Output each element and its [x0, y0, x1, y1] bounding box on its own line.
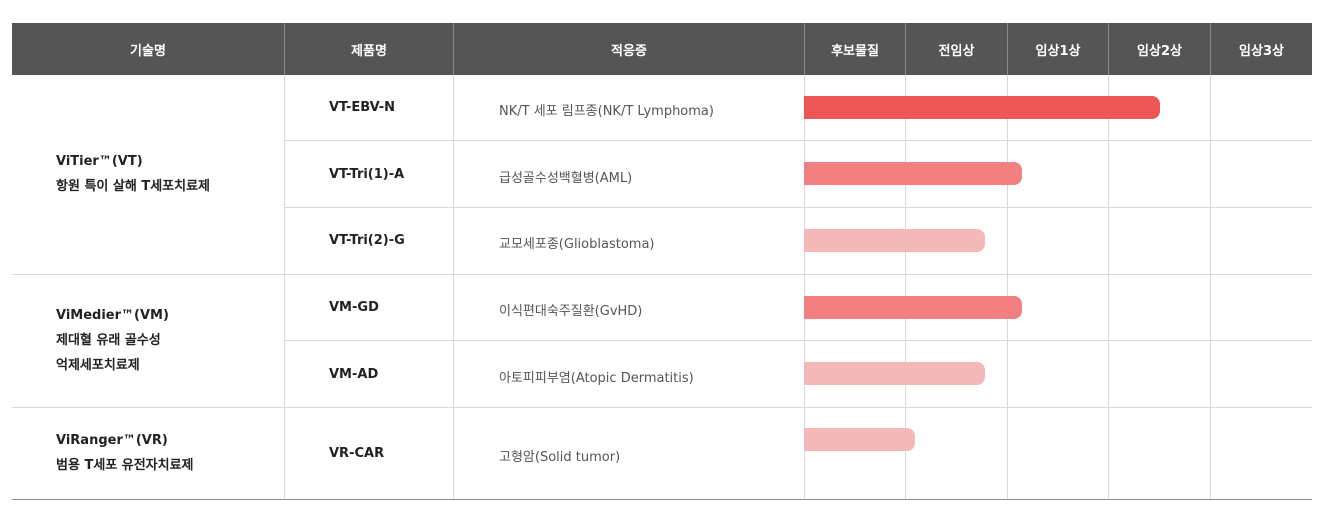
header-stage-phase2: 임상2상 — [1108, 23, 1210, 75]
progress-bar — [804, 229, 985, 252]
product-name: VM-AD — [329, 367, 379, 382]
table-bottom-border — [12, 499, 1312, 500]
tech-group-name: ViTier™(VT) — [56, 154, 143, 169]
product-name: VM-GD — [329, 300, 379, 315]
tech-group-desc: 제대혈 유래 골수성 — [56, 333, 161, 348]
progress-bar — [804, 162, 1023, 185]
row-divider — [284, 207, 1312, 208]
product-name: VR-CAR — [329, 446, 385, 461]
product-name: VT-EBV-N — [329, 100, 396, 115]
column-divider — [905, 75, 906, 499]
indication-text: 이식편대숙주질환(GvHD) — [499, 304, 643, 319]
table-body: ViTier™(VT) 항원 특이 살해 T세포치료제 ViMedier™(VM… — [12, 75, 1312, 500]
header-stage-phase3: 임상3상 — [1210, 23, 1312, 75]
header-indication: 적응증 — [453, 23, 804, 75]
column-divider — [804, 75, 805, 499]
column-divider — [1108, 75, 1109, 499]
product-name: VT-Tri(2)-G — [329, 233, 405, 248]
tech-group-desc: 항원 특이 살해 T세포치료제 — [56, 179, 211, 194]
progress-bar — [804, 362, 985, 385]
header-stage-phase1: 임상1상 — [1007, 23, 1108, 75]
column-divider — [1007, 75, 1008, 499]
progress-bar — [804, 96, 1160, 119]
indication-text: 급성골수성백혈병(AML) — [499, 171, 633, 186]
tech-group-vr: ViRanger™(VR) 범용 T세포 유전자치료제 — [56, 428, 194, 478]
tech-group-vm: ViMedier™(VM) 제대혈 유래 골수성 억제세포치료제 — [56, 303, 169, 378]
group-divider — [12, 274, 1312, 275]
indication-text: 고형암(Solid tumor) — [499, 450, 621, 465]
indication-text: NK/T 세포 림프종(NK/T Lymphoma) — [499, 104, 714, 119]
row-divider — [284, 340, 1312, 341]
tech-group-desc: 범용 T세포 유전자치료제 — [56, 458, 194, 473]
indication-text: 아토피피부염(Atopic Dermatitis) — [499, 371, 694, 386]
tech-group-vt: ViTier™(VT) 항원 특이 살해 T세포치료제 — [56, 149, 210, 199]
product-name: VT-Tri(1)-A — [329, 167, 405, 182]
tech-group-name: ViMedier™(VM) — [56, 308, 169, 323]
row-divider — [284, 140, 1312, 141]
column-divider — [284, 75, 285, 499]
tech-group-name: ViRanger™(VR) — [56, 433, 168, 448]
progress-bar — [804, 296, 1023, 319]
column-divider — [453, 75, 454, 499]
table-header: 기술명 제품명 적응증 후보물질 전임상 임상1상 임상2상 임상3상 — [12, 23, 1312, 75]
group-divider — [12, 407, 1312, 408]
header-tech: 기술명 — [130, 43, 166, 59]
header-product: 제품명 — [284, 23, 453, 75]
tech-group-desc: 억제세포치료제 — [56, 358, 140, 373]
header-stage-preclinical: 전임상 — [905, 23, 1007, 75]
column-divider — [1210, 75, 1211, 499]
progress-bar — [804, 428, 915, 451]
indication-text: 교모세포종(Glioblastoma) — [499, 237, 655, 252]
header-stage-candidate: 후보물질 — [804, 23, 905, 75]
